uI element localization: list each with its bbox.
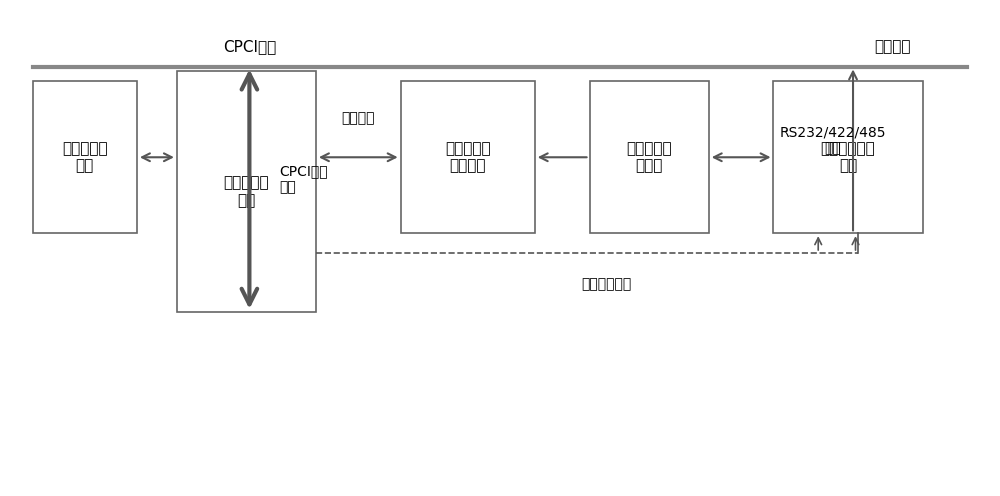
Text: 高速数字隔
离器件: 高速数字隔 离器件 <box>626 141 672 174</box>
Text: RS232/422/485
可选: RS232/422/485 可选 <box>780 125 886 155</box>
Bar <box>33 81 137 233</box>
Text: 接口电平转换
器件: 接口电平转换 器件 <box>821 141 875 174</box>
Bar <box>401 81 535 233</box>
Bar <box>773 81 923 233</box>
Text: 接口标准选择: 接口标准选择 <box>582 277 632 292</box>
Text: 可编程逻辑
单元: 可编程逻辑 单元 <box>224 176 269 208</box>
Text: 通用异步收
发控制器: 通用异步收 发控制器 <box>445 141 490 174</box>
Text: CPCI总线: CPCI总线 <box>223 39 276 54</box>
Bar <box>590 81 709 233</box>
Text: 接口信号: 接口信号 <box>875 39 911 54</box>
Text: 大容量存储
单元: 大容量存储 单元 <box>62 141 108 174</box>
Text: 局部总线: 局部总线 <box>342 112 375 125</box>
Bar <box>177 71 316 312</box>
Text: CPCI总线
信号: CPCI总线 信号 <box>279 164 328 194</box>
